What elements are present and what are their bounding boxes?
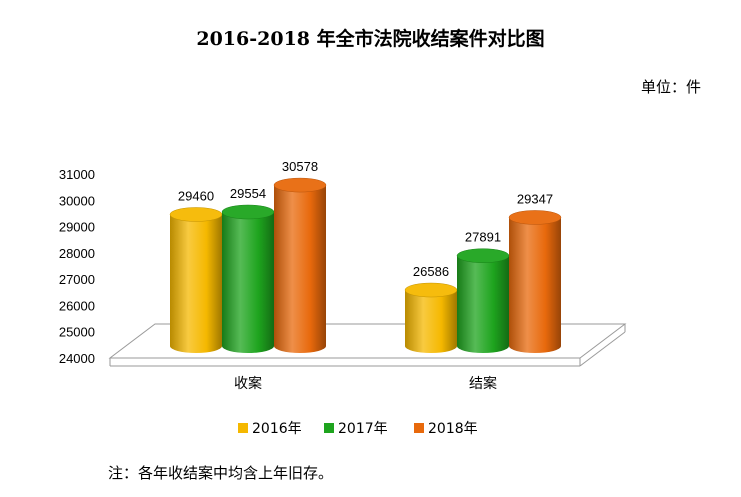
bar-body (274, 185, 326, 353)
y-tick-label: 25000 (59, 325, 95, 340)
y-tick-label: 26000 (59, 298, 95, 313)
x-tick-label: 结案 (469, 375, 497, 392)
y-tick-label: 27000 (59, 272, 95, 287)
legend-swatch (414, 423, 424, 433)
data-label: 29460 (178, 188, 214, 203)
y-tick-label: 29000 (59, 220, 95, 235)
chart-title: 2016-2018 年全市法院收结案件对比图 (196, 28, 545, 50)
bar-收案-2018年 (273, 177, 327, 353)
legend-label: 2016年 (252, 421, 302, 437)
bar-收案-2017年 (221, 204, 275, 353)
bar-收案-2016年 (169, 207, 223, 353)
data-label: 29347 (517, 191, 553, 206)
bar-结案-2017年 (456, 248, 510, 353)
bar-top (508, 210, 562, 225)
legend-item: 2018年 (414, 421, 478, 437)
bar-top (169, 207, 223, 222)
data-label: 29554 (230, 186, 266, 201)
bar-body (457, 255, 509, 353)
bar-top (456, 248, 510, 263)
legend-item: 2017年 (324, 421, 388, 437)
legend-label: 2017年 (338, 421, 388, 437)
bar-body (405, 290, 457, 353)
legend-item: 2016年 (238, 421, 302, 437)
x-tick-label: 收案 (234, 375, 262, 392)
bar-body (222, 212, 274, 353)
legend-swatch (324, 423, 334, 433)
y-tick-label: 30000 (59, 193, 95, 208)
bar-top (273, 177, 327, 193)
y-tick-label: 31000 (59, 167, 95, 182)
bar-body (509, 217, 561, 353)
bar-top (221, 204, 275, 220)
bar-结案-2018年 (508, 210, 562, 353)
bar-body (170, 214, 222, 353)
legend-swatch (238, 423, 248, 433)
floor-side-edge (579, 331, 626, 367)
bar-结案-2016年 (404, 282, 458, 353)
y-tick-label: 28000 (59, 246, 95, 261)
data-label: 26586 (413, 264, 449, 279)
data-label: 30578 (282, 159, 318, 174)
bar-top (404, 282, 458, 298)
unit-label: 单位：件 (640, 78, 701, 96)
data-label: 27891 (465, 230, 501, 245)
y-tick-label: 24000 (59, 351, 95, 366)
footnote: 注：各年收结案中均含上年旧存。 (108, 464, 334, 482)
legend-label: 2018年 (428, 421, 478, 437)
